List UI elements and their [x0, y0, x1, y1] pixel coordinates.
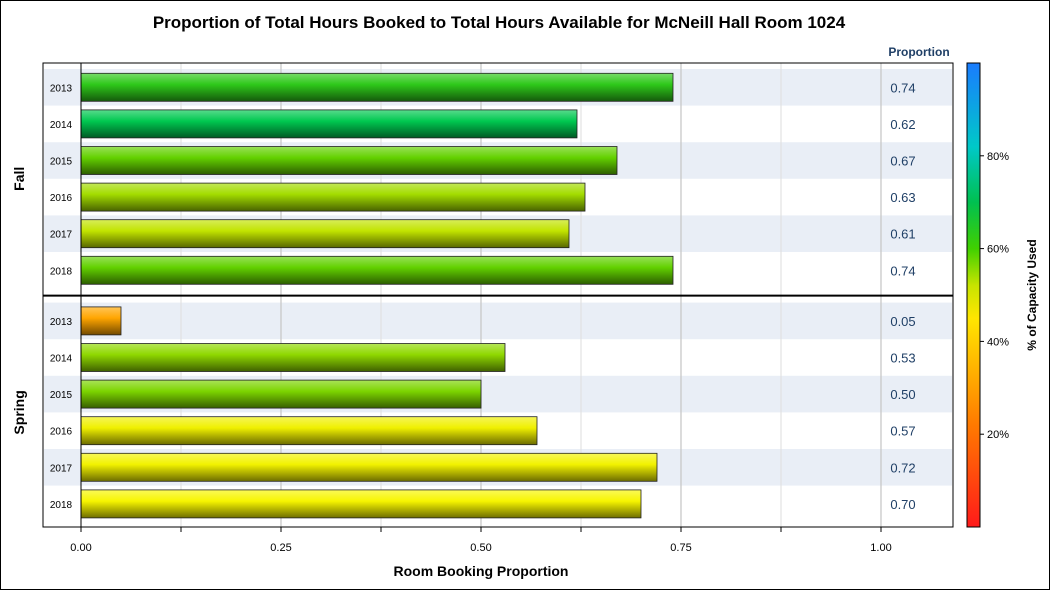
- x-tick-label: 0.00: [70, 542, 91, 554]
- value-label: 0.72: [890, 460, 915, 475]
- value-column-header: Proportion: [888, 45, 949, 59]
- colorbar-label: % of Capacity Used: [1025, 239, 1039, 350]
- bar-fall-2013: [80, 72, 674, 102]
- category-label: 2018: [50, 266, 73, 277]
- bar-spring-2016: [80, 416, 538, 446]
- value-label: 0.61: [890, 227, 915, 242]
- value-label: 0.74: [890, 263, 915, 278]
- category-label: 2014: [50, 120, 73, 131]
- bar-spring-2014: [80, 343, 506, 372]
- value-label: 0.67: [890, 154, 915, 169]
- category-label: 2013: [50, 83, 73, 94]
- value-label: 0.05: [890, 314, 915, 329]
- bar-spring-2013: [80, 306, 122, 336]
- category-label: 2018: [50, 500, 73, 511]
- value-label: 0.53: [890, 351, 915, 366]
- category-label: 2015: [50, 390, 73, 401]
- bar-fall-2015: [80, 146, 618, 175]
- category-label: 2015: [50, 157, 73, 168]
- category-label: 2013: [50, 317, 73, 328]
- value-label: 0.63: [890, 190, 915, 205]
- bar-fall-2017: [80, 219, 570, 249]
- group-label-fall: Fall: [11, 167, 27, 191]
- row-band: [44, 302, 952, 340]
- bar-spring-2018: [80, 489, 642, 519]
- bar-fall-2014: [80, 109, 578, 139]
- category-label: 2016: [50, 193, 73, 204]
- bar-spring-2015: [80, 379, 482, 409]
- colorbar-tick-label: 20%: [987, 429, 1009, 441]
- chart-title: Proportion of Total Hours Booked to Tota…: [153, 13, 846, 32]
- plot-area: 2013 0.74 2014 0.62 2015 0.67 2016 0.63 2017 0.61…: [11, 62, 954, 554]
- x-tick-label: 1.00: [870, 542, 891, 554]
- category-label: 2017: [50, 463, 73, 474]
- colorbar-tick-label: 40%: [987, 336, 1009, 348]
- plot-border: [42, 62, 954, 528]
- bar-fall-2018: [80, 255, 674, 285]
- value-label: 0.74: [890, 80, 915, 95]
- value-label: 0.50: [890, 387, 915, 402]
- value-label: 0.70: [890, 497, 915, 512]
- x-tick-label: 0.50: [470, 542, 491, 554]
- x-tick-label: 0.75: [670, 542, 691, 554]
- colorbar-tick-label: 80%: [987, 151, 1009, 163]
- category-label: 2016: [50, 427, 73, 438]
- category-label: 2017: [50, 230, 73, 241]
- colorbar-scale: [966, 62, 981, 528]
- value-label: 0.62: [890, 117, 915, 132]
- colorbar: 20% 40% 60% 80% % of Capacity Used: [966, 62, 1039, 528]
- value-label: 0.57: [890, 424, 915, 439]
- bar-fall-2016: [80, 182, 586, 212]
- x-tick-label: 0.25: [270, 542, 291, 554]
- x-axis-title: Room Booking Proportion: [394, 563, 569, 579]
- bar-spring-2017: [80, 452, 658, 482]
- group-label-spring: Spring: [11, 390, 27, 434]
- category-label: 2014: [50, 354, 73, 365]
- colorbar-tick-label: 60%: [987, 244, 1009, 256]
